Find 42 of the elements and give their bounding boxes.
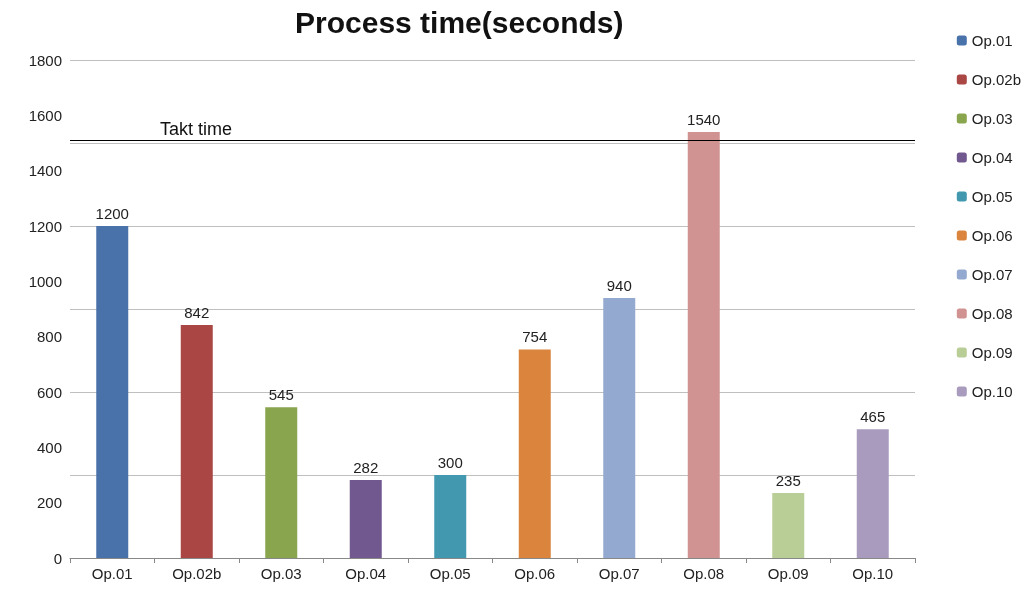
y-tick-label: 200 [36,494,62,512]
y-tick-label: 1800 [28,51,62,69]
y-tick-label: 800 [36,328,62,346]
data-label: 754 [522,328,548,346]
legend-label: Op.09 [971,344,1013,361]
y-tick-label: 1400 [28,162,62,180]
y-tick-label: 0 [53,549,62,567]
y-tick-label: 400 [36,438,62,456]
y-tick-label: 600 [36,383,62,401]
legend-label: Op.06 [971,227,1013,244]
chart-title: Process time(seconds) [295,5,624,39]
legend-label: Op.02b [971,71,1022,88]
y-tick-label: 1000 [28,272,62,290]
y-tick-label: 1200 [28,217,62,235]
data-label: 235 [775,471,801,489]
x-tick-label: Op.06 [514,565,556,582]
ref-line-label: Takt time [160,119,233,140]
data-label: 282 [353,458,379,476]
data-label: 545 [268,386,294,404]
x-tick-label: Op.02b [172,565,222,582]
legend-label: Op.01 [971,32,1013,49]
legend-label: Op.08 [971,305,1013,322]
x-tick-label: Op.05 [429,565,471,582]
legend-label: Op.05 [971,188,1013,205]
y-tick-label: 1600 [28,106,62,124]
x-tick-label: Op.04 [345,565,387,582]
legend-label: Op.10 [971,383,1013,400]
legend-label: Op.03 [971,110,1013,127]
x-tick-label: Op.08 [683,565,725,582]
x-tick-label: Op.01 [91,565,133,582]
legend-label: Op.04 [971,149,1013,166]
data-label: 940 [606,276,632,294]
x-tick-label: Op.10 [852,565,894,582]
legend-label: Op.07 [971,266,1013,283]
x-tick-label: Op.09 [767,565,809,582]
data-label: 1540 [687,110,721,128]
x-tick-label: Op.07 [598,565,640,582]
data-label: 1200 [95,205,129,222]
data-label: 300 [437,454,463,471]
x-tick-label: Op.03 [260,565,302,582]
data-label: 842 [184,304,210,322]
data-label: 465 [860,408,886,426]
